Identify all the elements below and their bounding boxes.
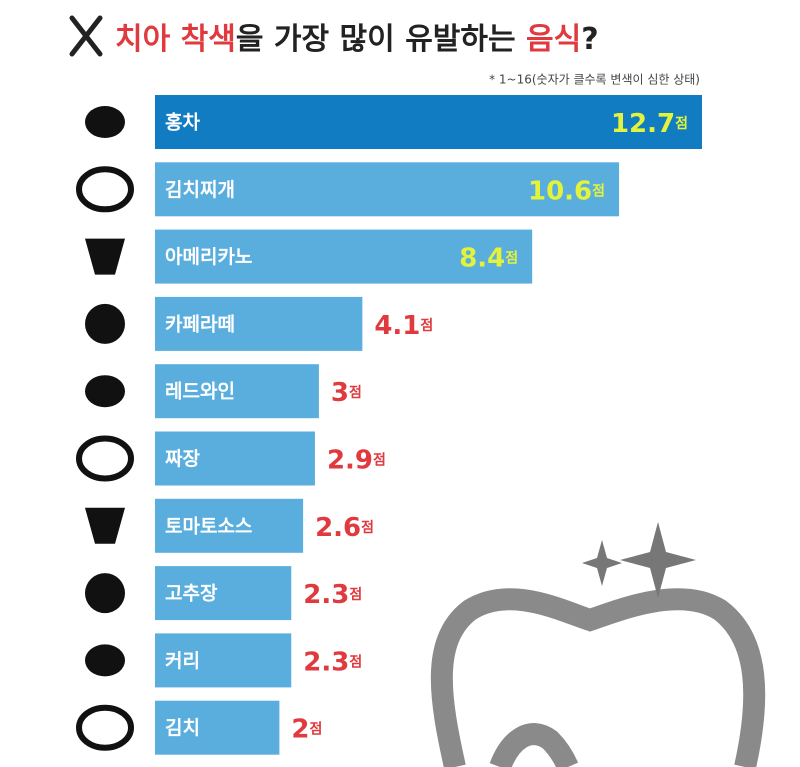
food-icon [85,507,125,544]
chart-subtitle: * 1~16(숫자가 클수록 변색이 심한 상태) [489,73,700,87]
category-label: 짜장 [165,448,200,470]
food-icon [76,704,134,751]
sparkle [582,540,622,586]
food-icons [76,106,134,751]
chart-title: 치아 착색을 가장 많이 유발하는 음식? [115,22,599,57]
food-icon [85,573,125,614]
bar [155,700,280,755]
value-label: 4.1점 [374,310,433,340]
title-segment: 음식 [526,22,581,57]
food-icon [85,644,125,677]
category-label: 카페라떼 [165,313,235,335]
value-label: 2.3점 [303,580,362,610]
category-label: 김치 [165,717,200,739]
bar [155,566,292,621]
bar [155,364,319,419]
sparkle [620,522,696,598]
value-label: 12.7점 [611,109,688,139]
bar [155,229,533,284]
bar [155,633,292,688]
category-label: 토마토소스 [165,515,252,537]
food-icon [76,166,134,213]
food-icon [85,375,125,408]
cutlery-icon [69,15,103,57]
value-label: 2점 [291,714,322,744]
category-label: 고추장 [165,583,218,605]
title-segment: 치아 착색 [115,22,236,57]
tooth-decoration [430,588,766,767]
food-icon [85,106,125,138]
bar [155,95,702,149]
category-label: 홍차 [165,111,200,134]
category-label: 커리 [165,650,200,672]
value-label: 10.6점 [528,176,605,206]
value-label: 3점 [331,378,362,408]
category-label: 김치찌개 [165,179,235,201]
food-icon [85,238,125,275]
value-label: 2.6점 [315,512,374,542]
category-label: 아메리카노 [165,246,252,268]
value-label: 8.4점 [459,243,518,273]
bar [155,498,304,553]
food-icon [76,435,134,482]
value-label: 2.3점 [303,647,362,677]
value-label: 2.9점 [327,445,386,475]
title-segment: 을 가장 많이 유발하는 [236,22,526,57]
bar [155,296,363,351]
bar [155,431,315,486]
bar [155,162,620,217]
food-icon [85,303,125,344]
title-segment: ? [581,22,598,57]
category-label: 레드와인 [165,381,235,403]
